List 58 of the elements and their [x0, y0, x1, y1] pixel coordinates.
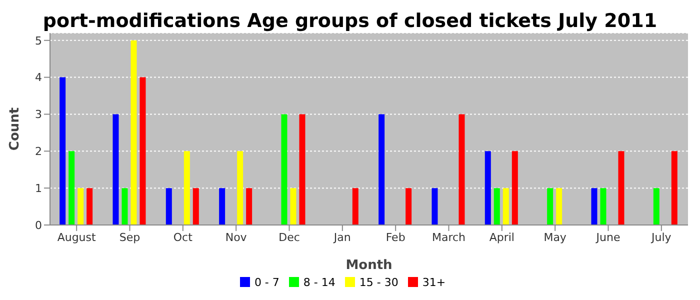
legend-label: 8 - 14 — [303, 276, 336, 289]
x-tick-label: June — [595, 230, 620, 244]
bar — [502, 188, 509, 225]
y-tick-label: 5 — [35, 34, 42, 48]
bar — [130, 40, 137, 225]
y-tick-label: 0 — [35, 218, 42, 232]
bar — [78, 188, 84, 225]
legend-label: 31+ — [422, 276, 446, 289]
bar — [653, 188, 660, 225]
y-tick-label: 3 — [35, 108, 42, 122]
bar — [122, 188, 128, 225]
x-tick-label: August — [57, 230, 97, 244]
bar — [246, 188, 252, 225]
x-tick-label: Sep — [119, 230, 140, 244]
bar — [86, 188, 93, 225]
legend-label: 0 - 7 — [254, 276, 280, 289]
x-tick-label: Feb — [386, 230, 406, 244]
x-tick-label: April — [489, 230, 514, 244]
x-tick-label: Jan — [332, 230, 351, 244]
bar — [556, 188, 562, 225]
bar — [432, 188, 438, 225]
bar — [547, 188, 554, 225]
bar — [237, 151, 244, 225]
bar — [458, 114, 465, 225]
bar — [618, 151, 624, 225]
x-tick-label: March — [432, 230, 466, 244]
bar — [140, 77, 146, 225]
bar — [184, 151, 190, 225]
x-axis-title: Month — [346, 258, 392, 273]
bar — [378, 114, 385, 225]
bar — [406, 188, 412, 225]
bar — [671, 151, 678, 225]
bar — [192, 188, 199, 225]
bar — [484, 151, 491, 225]
bar — [166, 188, 172, 225]
y-tick-label: 1 — [35, 182, 42, 195]
bar — [512, 151, 518, 225]
bar — [60, 77, 66, 225]
y-axis-title: Count — [8, 107, 23, 151]
y-tick-label: 2 — [35, 145, 42, 158]
bar — [112, 114, 119, 225]
bar — [299, 114, 306, 225]
x-tick-label: July — [650, 230, 672, 244]
x-tick-label: Oct — [173, 230, 194, 244]
x-tick-label: Dec — [278, 230, 300, 244]
bar — [494, 188, 500, 225]
x-tick-label: Nov — [225, 230, 248, 244]
bar — [591, 188, 598, 225]
bar — [68, 151, 75, 225]
x-tick-label: May — [544, 230, 567, 244]
bar — [600, 188, 606, 225]
bar — [281, 114, 288, 225]
chart-title: port-modifications Age groups of closed tickets July 2011 — [42, 10, 658, 32]
legend-label: 15 - 30 — [359, 276, 398, 289]
bar — [219, 188, 226, 225]
bar — [290, 188, 296, 225]
bar — [352, 188, 358, 225]
y-tick-label: 4 — [35, 71, 42, 84]
